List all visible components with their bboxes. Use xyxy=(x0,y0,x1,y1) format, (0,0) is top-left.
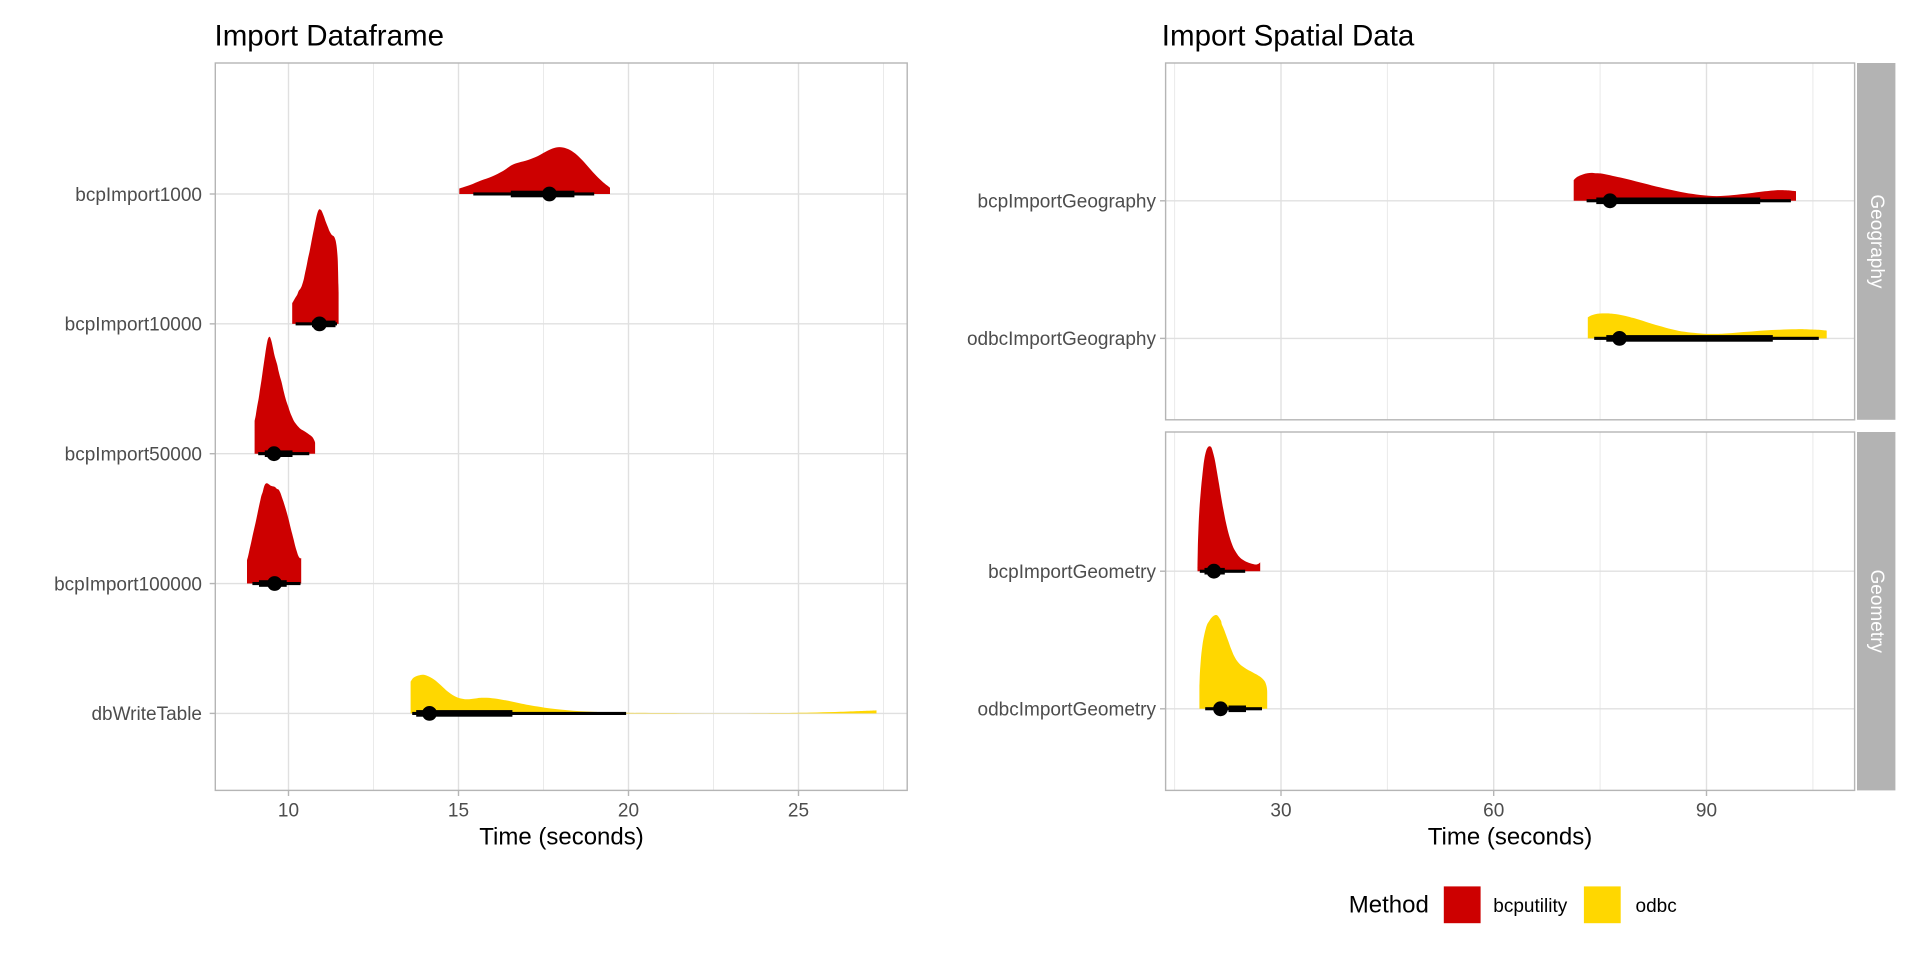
svg-text:30: 30 xyxy=(1270,801,1291,822)
svg-text:bcpImport1000: bcpImport1000 xyxy=(75,185,202,206)
svg-text:bcpImport10000: bcpImport10000 xyxy=(65,315,202,336)
svg-text:bcpImportGeometry: bcpImportGeometry xyxy=(988,562,1156,583)
svg-text:Import Spatial Data: Import Spatial Data xyxy=(1162,19,1415,52)
svg-text:25: 25 xyxy=(788,801,809,822)
svg-text:Geometry: Geometry xyxy=(1866,569,1887,653)
svg-text:Time (seconds): Time (seconds) xyxy=(1428,824,1592,851)
svg-text:15: 15 xyxy=(448,801,469,822)
svg-text:Time (seconds): Time (seconds) xyxy=(479,824,643,851)
svg-text:bcputility: bcputility xyxy=(1493,896,1567,917)
svg-text:bcpImport100000: bcpImport100000 xyxy=(54,574,202,595)
svg-text:odbc: odbc xyxy=(1636,896,1677,917)
svg-text:10: 10 xyxy=(278,801,299,822)
svg-text:20: 20 xyxy=(618,801,639,822)
svg-text:bcpImportGeography: bcpImportGeography xyxy=(978,192,1157,213)
svg-text:90: 90 xyxy=(1696,801,1717,822)
svg-text:60: 60 xyxy=(1483,801,1504,822)
svg-text:Geography: Geography xyxy=(1866,194,1887,289)
svg-text:Import Dataframe: Import Dataframe xyxy=(215,19,445,52)
svg-text:bcpImport50000: bcpImport50000 xyxy=(65,445,202,466)
svg-text:Method: Method xyxy=(1349,892,1429,919)
svg-text:odbcImportGeometry: odbcImportGeometry xyxy=(978,700,1157,721)
svg-text:odbcImportGeography: odbcImportGeography xyxy=(967,329,1157,350)
svg-text:dbWriteTable: dbWriteTable xyxy=(91,704,202,725)
